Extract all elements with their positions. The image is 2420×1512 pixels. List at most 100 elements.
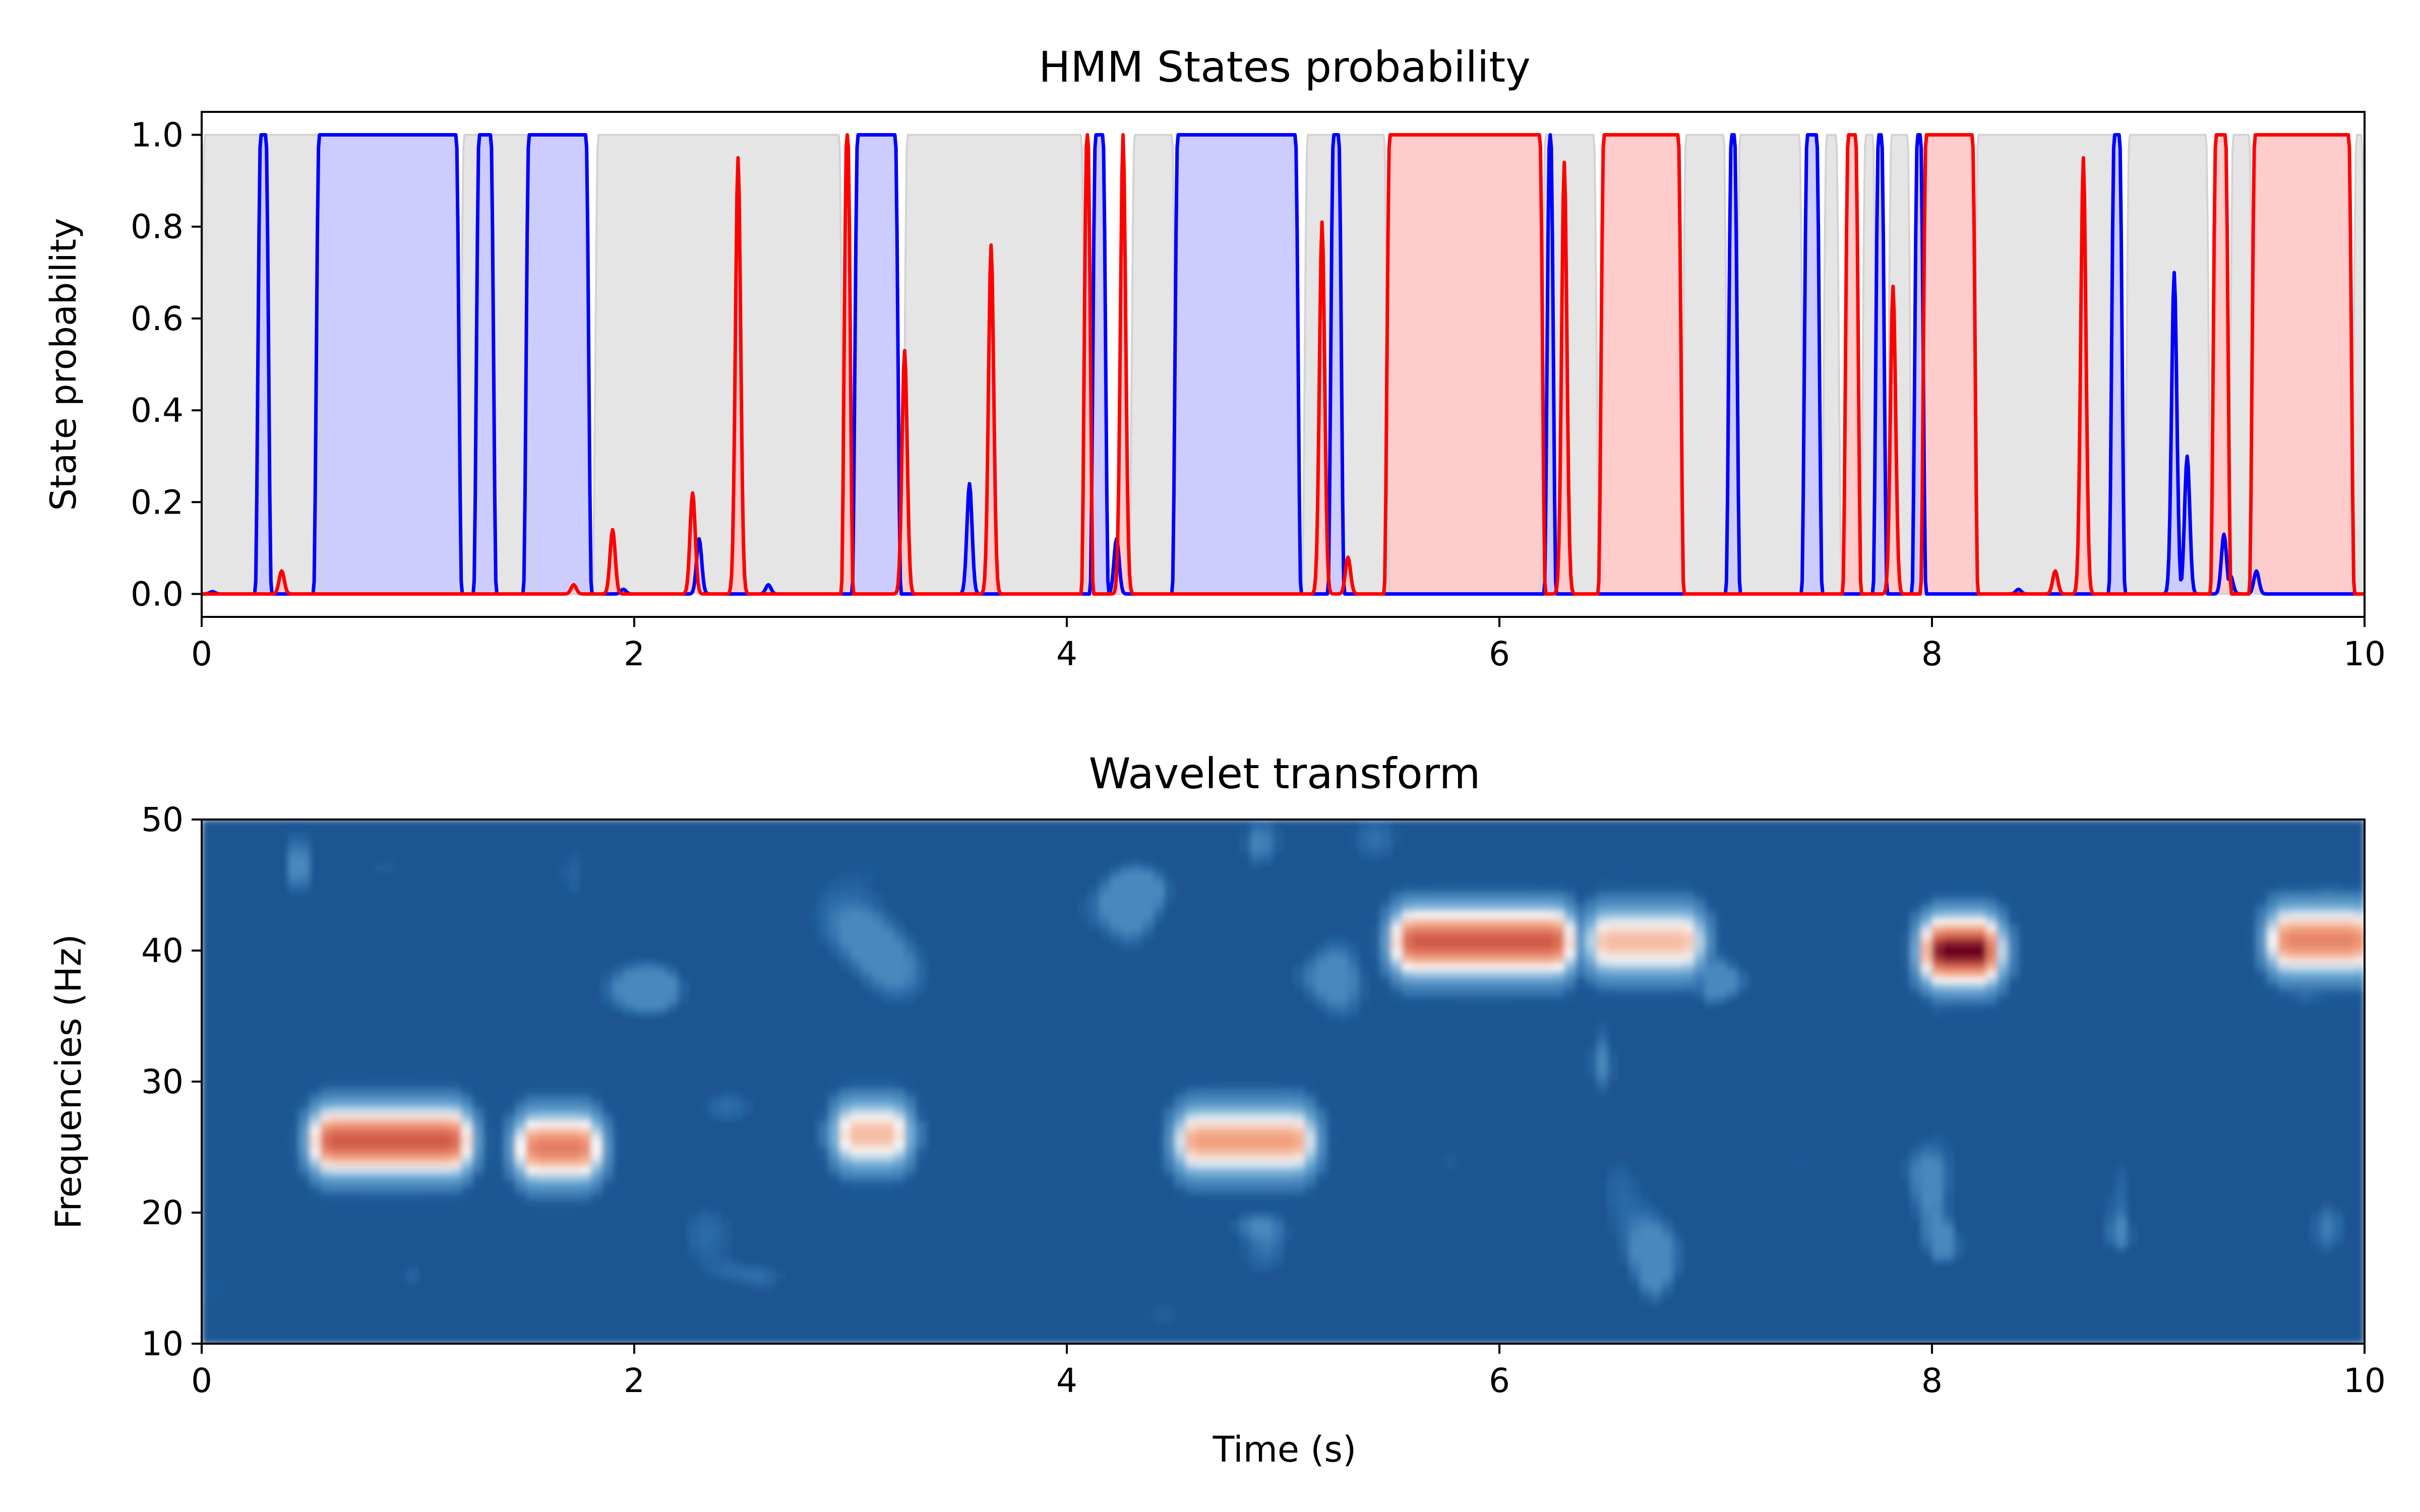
heatmap-cell xyxy=(1337,1245,1349,1252)
heatmap-cell xyxy=(504,1219,516,1226)
heatmap-cell xyxy=(1250,1317,1262,1325)
heatmap-cell xyxy=(429,1180,440,1187)
heatmap-cell xyxy=(839,1180,851,1187)
heatmap-cell xyxy=(2137,1252,2149,1259)
heatmap-cell xyxy=(764,1337,775,1344)
heatmap-cell xyxy=(1770,1180,1781,1187)
heatmap-cell xyxy=(2083,1258,2095,1266)
heatmap-cell xyxy=(1899,1331,1911,1338)
heatmap-cell xyxy=(688,1324,700,1331)
heatmap-cell xyxy=(1348,1298,1359,1305)
heatmap-cell xyxy=(1283,1252,1295,1259)
heatmap-cell xyxy=(2278,1265,2289,1272)
heatmap-cell xyxy=(1640,1252,1652,1259)
heatmap-cell xyxy=(1142,1252,1154,1259)
heatmap-cell xyxy=(1402,1213,1414,1220)
heatmap-cell xyxy=(861,1226,873,1233)
heatmap-cell xyxy=(645,1324,656,1331)
heatmap-cell xyxy=(234,1206,246,1213)
heatmap-cell xyxy=(2072,1265,2084,1272)
heatmap-cell xyxy=(1391,1226,1403,1233)
heatmap-cell xyxy=(1834,1324,1846,1331)
heatmap-cell xyxy=(1304,1226,1316,1233)
heatmap-cell xyxy=(1207,1272,1219,1279)
heatmap-cell xyxy=(1813,1186,1825,1193)
heatmap-cell xyxy=(742,1239,754,1246)
heatmap-cell xyxy=(958,1239,970,1246)
heatmap-cell xyxy=(558,1252,570,1259)
heatmap-cell xyxy=(872,1180,884,1187)
heatmap-cell xyxy=(1986,1304,1998,1311)
heatmap-cell xyxy=(991,1324,1003,1331)
heatmap-cell xyxy=(288,1331,299,1338)
heatmap-cell xyxy=(1553,1291,1565,1298)
heatmap-cell xyxy=(472,1186,483,1193)
heatmap-cell xyxy=(2072,1219,2084,1226)
heatmap-cell xyxy=(1661,1245,1673,1252)
heatmap-cell xyxy=(1737,1291,1749,1298)
heatmap-cell xyxy=(2115,1193,2127,1200)
heatmap-cell xyxy=(688,1331,700,1338)
heatmap-cell xyxy=(1380,1239,1392,1246)
heatmap-cell xyxy=(742,1317,754,1325)
heatmap-cell xyxy=(2083,1331,2095,1338)
heatmap-cell xyxy=(1434,1298,1446,1305)
heatmap-cell xyxy=(2137,1206,2149,1213)
heatmap-cell xyxy=(991,1304,1003,1311)
heatmap-cell xyxy=(223,1337,235,1344)
heatmap-cell xyxy=(969,1252,981,1259)
heatmap-cell xyxy=(2288,1213,2301,1220)
heatmap-cell xyxy=(1121,1180,1132,1187)
heatmap-cell xyxy=(1575,1226,1587,1233)
heatmap-cell xyxy=(1553,1180,1565,1187)
heatmap-cell xyxy=(1867,1291,1879,1298)
heatmap-cell xyxy=(1856,1180,1868,1187)
heatmap-cell xyxy=(829,1252,840,1259)
heatmap-cell xyxy=(1780,1298,1792,1305)
heatmap-cell xyxy=(580,1265,591,1272)
heatmap-cell xyxy=(796,1317,808,1325)
heatmap-cell xyxy=(1434,1337,1446,1344)
heatmap-cell xyxy=(991,1180,1003,1187)
heatmap-cell xyxy=(1077,1213,1089,1220)
heatmap-cell xyxy=(1434,1258,1446,1266)
heatmap-cell xyxy=(1672,1331,1684,1338)
heatmap-cell xyxy=(245,1213,257,1220)
heatmap-cell xyxy=(504,1272,516,1279)
heatmap-cell xyxy=(1532,1252,1543,1259)
heatmap-cell xyxy=(1413,1239,1424,1246)
heatmap-cell xyxy=(1564,1278,1576,1285)
heatmap-cell xyxy=(1488,1232,1500,1239)
heatmap-cell xyxy=(256,1317,267,1325)
heatmap-cell xyxy=(266,1206,278,1213)
heatmap-cell xyxy=(785,1213,797,1220)
heatmap-cell xyxy=(2137,1272,2149,1279)
heatmap-cell xyxy=(396,1245,408,1252)
heatmap-cell xyxy=(1553,1186,1565,1193)
heatmap-cell xyxy=(202,1200,213,1207)
heatmap-cell xyxy=(439,1200,451,1207)
heatmap-cell xyxy=(2040,1278,2051,1285)
heatmap-cell xyxy=(1899,1265,1911,1272)
heatmap-cell xyxy=(2083,1252,2095,1259)
heatmap-cell xyxy=(601,1219,613,1226)
heatmap-cell xyxy=(1640,1245,1652,1252)
heatmap-cell xyxy=(667,1272,678,1279)
heatmap-cell xyxy=(1315,1324,1327,1331)
heatmap-cell xyxy=(1759,1213,1771,1220)
heatmap-cell xyxy=(569,1311,581,1318)
heatmap-cell xyxy=(1932,1219,1944,1226)
heatmap-cell xyxy=(1716,1200,1727,1207)
heatmap-cell xyxy=(1056,1285,1067,1292)
heatmap-cell xyxy=(1067,1291,1078,1298)
heatmap-cell xyxy=(1369,1324,1381,1331)
heatmap-cell xyxy=(1294,1213,1305,1220)
heatmap-cell xyxy=(494,1272,505,1279)
heatmap-cell xyxy=(1921,1213,1932,1220)
heatmap-cell xyxy=(1185,1226,1197,1233)
heatmap-cell xyxy=(1272,1219,1284,1226)
heatmap-cell xyxy=(1142,1291,1154,1298)
heatmap-cell xyxy=(1099,1252,1111,1259)
heatmap-cell xyxy=(353,1219,365,1226)
heatmap-cell xyxy=(1002,1252,1013,1259)
